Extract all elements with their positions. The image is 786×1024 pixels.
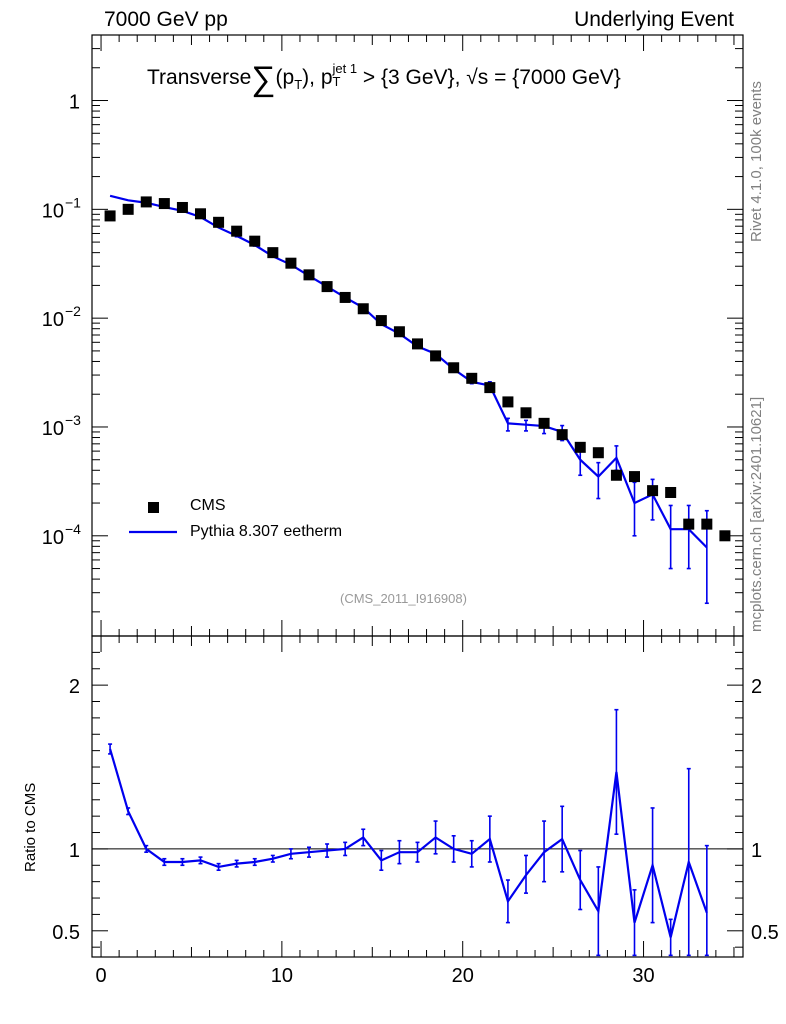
main-plot-frame <box>91 34 744 637</box>
source-label: mcplots.cern.ch [arXiv:2401.10621] <box>748 396 765 632</box>
main-plot-panel: 110−110−210−310−4 <box>42 34 744 637</box>
cms-data-point <box>104 210 116 222</box>
cms-data-point <box>610 469 622 481</box>
sum-symbol: ∑ <box>251 60 276 98</box>
x-tick-label: 20 <box>452 965 474 987</box>
title-cut-sup: jet 1 <box>332 61 358 77</box>
title-prefix: Transverse <box>147 66 252 89</box>
cms-data-point <box>592 447 604 459</box>
ratio-y-axis-label: Ratio to CMS <box>22 782 39 872</box>
ratio-y-tick-label: 1 <box>69 840 80 862</box>
y-tick-exponent: −1 <box>65 194 81 210</box>
legend-mc-label: Pythia 8.307 eetherm <box>190 523 343 540</box>
cms-data-point <box>466 372 478 384</box>
ratio-y-tick-label-right: 0.5 <box>751 922 779 944</box>
cms-data-point <box>647 485 659 497</box>
title-quantity-sub: T <box>294 77 303 93</box>
ratio-y-tick-label: 0.5 <box>52 922 80 944</box>
cms-data-point <box>393 326 405 338</box>
cms-data-point <box>683 518 695 530</box>
rivet-version-label: Rivet 4.1.0, 100k events <box>748 81 765 242</box>
x-tick-label: 30 <box>632 965 654 987</box>
cms-data-point <box>719 530 731 542</box>
header-right-label: Underlying Event <box>574 8 734 31</box>
cms-data-point <box>158 198 170 210</box>
cms-data-point <box>629 471 640 483</box>
y-tick-label: 10 <box>42 309 64 331</box>
x-tick-label: 10 <box>271 965 293 987</box>
cms-data-point <box>502 396 514 408</box>
mc-series-line <box>109 194 708 549</box>
y-tick-exponent: −3 <box>65 412 81 428</box>
cms-data-point <box>321 281 333 293</box>
cms-data-point <box>665 486 677 498</box>
y-tick-label: 10 <box>42 418 64 440</box>
ratio-plot-frame <box>91 635 744 958</box>
x-tick-label: 0 <box>95 965 106 987</box>
ratio-y-tick-label-right: 1 <box>751 840 762 862</box>
cms-data-point <box>520 407 532 419</box>
cms-data-point <box>303 269 315 281</box>
y-tick-label: 10 <box>42 200 64 222</box>
ratio-plot-panel: 0 10 20 30 0.5 0.5 1 1 2 2 <box>52 635 779 987</box>
cms-data-point <box>574 441 586 453</box>
y-tick-exponent: −2 <box>65 303 81 319</box>
cms-data-point <box>448 362 460 374</box>
cms-data-point <box>556 429 568 441</box>
cms-data-point <box>412 338 423 350</box>
cms-data-point <box>484 382 496 394</box>
y-tick-label: 10 <box>42 527 64 549</box>
cms-data-point <box>430 350 442 362</box>
cms-data-point <box>213 216 225 228</box>
title-quantity: (p <box>275 66 295 89</box>
title-cut-text: > {3 GeV}, √s = {7000 GeV} <box>357 66 621 89</box>
cms-data-point <box>285 257 297 269</box>
cms-data-point <box>538 417 550 429</box>
title-quantity-close: ), p <box>302 66 333 89</box>
cms-data-point <box>339 291 351 303</box>
cms-data-point <box>249 235 261 247</box>
cms-data-point <box>701 518 713 530</box>
header-left-label: 7000 GeV pp <box>104 8 228 31</box>
ratio-y-tick-label-right: 2 <box>751 676 762 698</box>
ratio-y-tick-label: 2 <box>69 676 80 698</box>
title-cut-sub: T <box>332 74 341 90</box>
cms-data-point <box>140 196 152 208</box>
cms-data-point <box>195 208 206 220</box>
cms-data-point <box>375 315 387 327</box>
cms-data-point <box>122 203 134 215</box>
y-tick-exponent: −4 <box>65 521 81 537</box>
cms-data-point <box>267 247 279 259</box>
legend-data-label: CMS <box>190 497 226 514</box>
cms-data-point <box>231 225 243 237</box>
cms-data-point <box>176 201 188 213</box>
y-tick-label: 1 <box>69 92 80 114</box>
ratio-series-line <box>109 748 708 938</box>
legend-data-marker <box>148 502 159 513</box>
cms-data-point <box>357 303 369 315</box>
analysis-reference: (CMS_2011_I916908) <box>340 591 467 606</box>
